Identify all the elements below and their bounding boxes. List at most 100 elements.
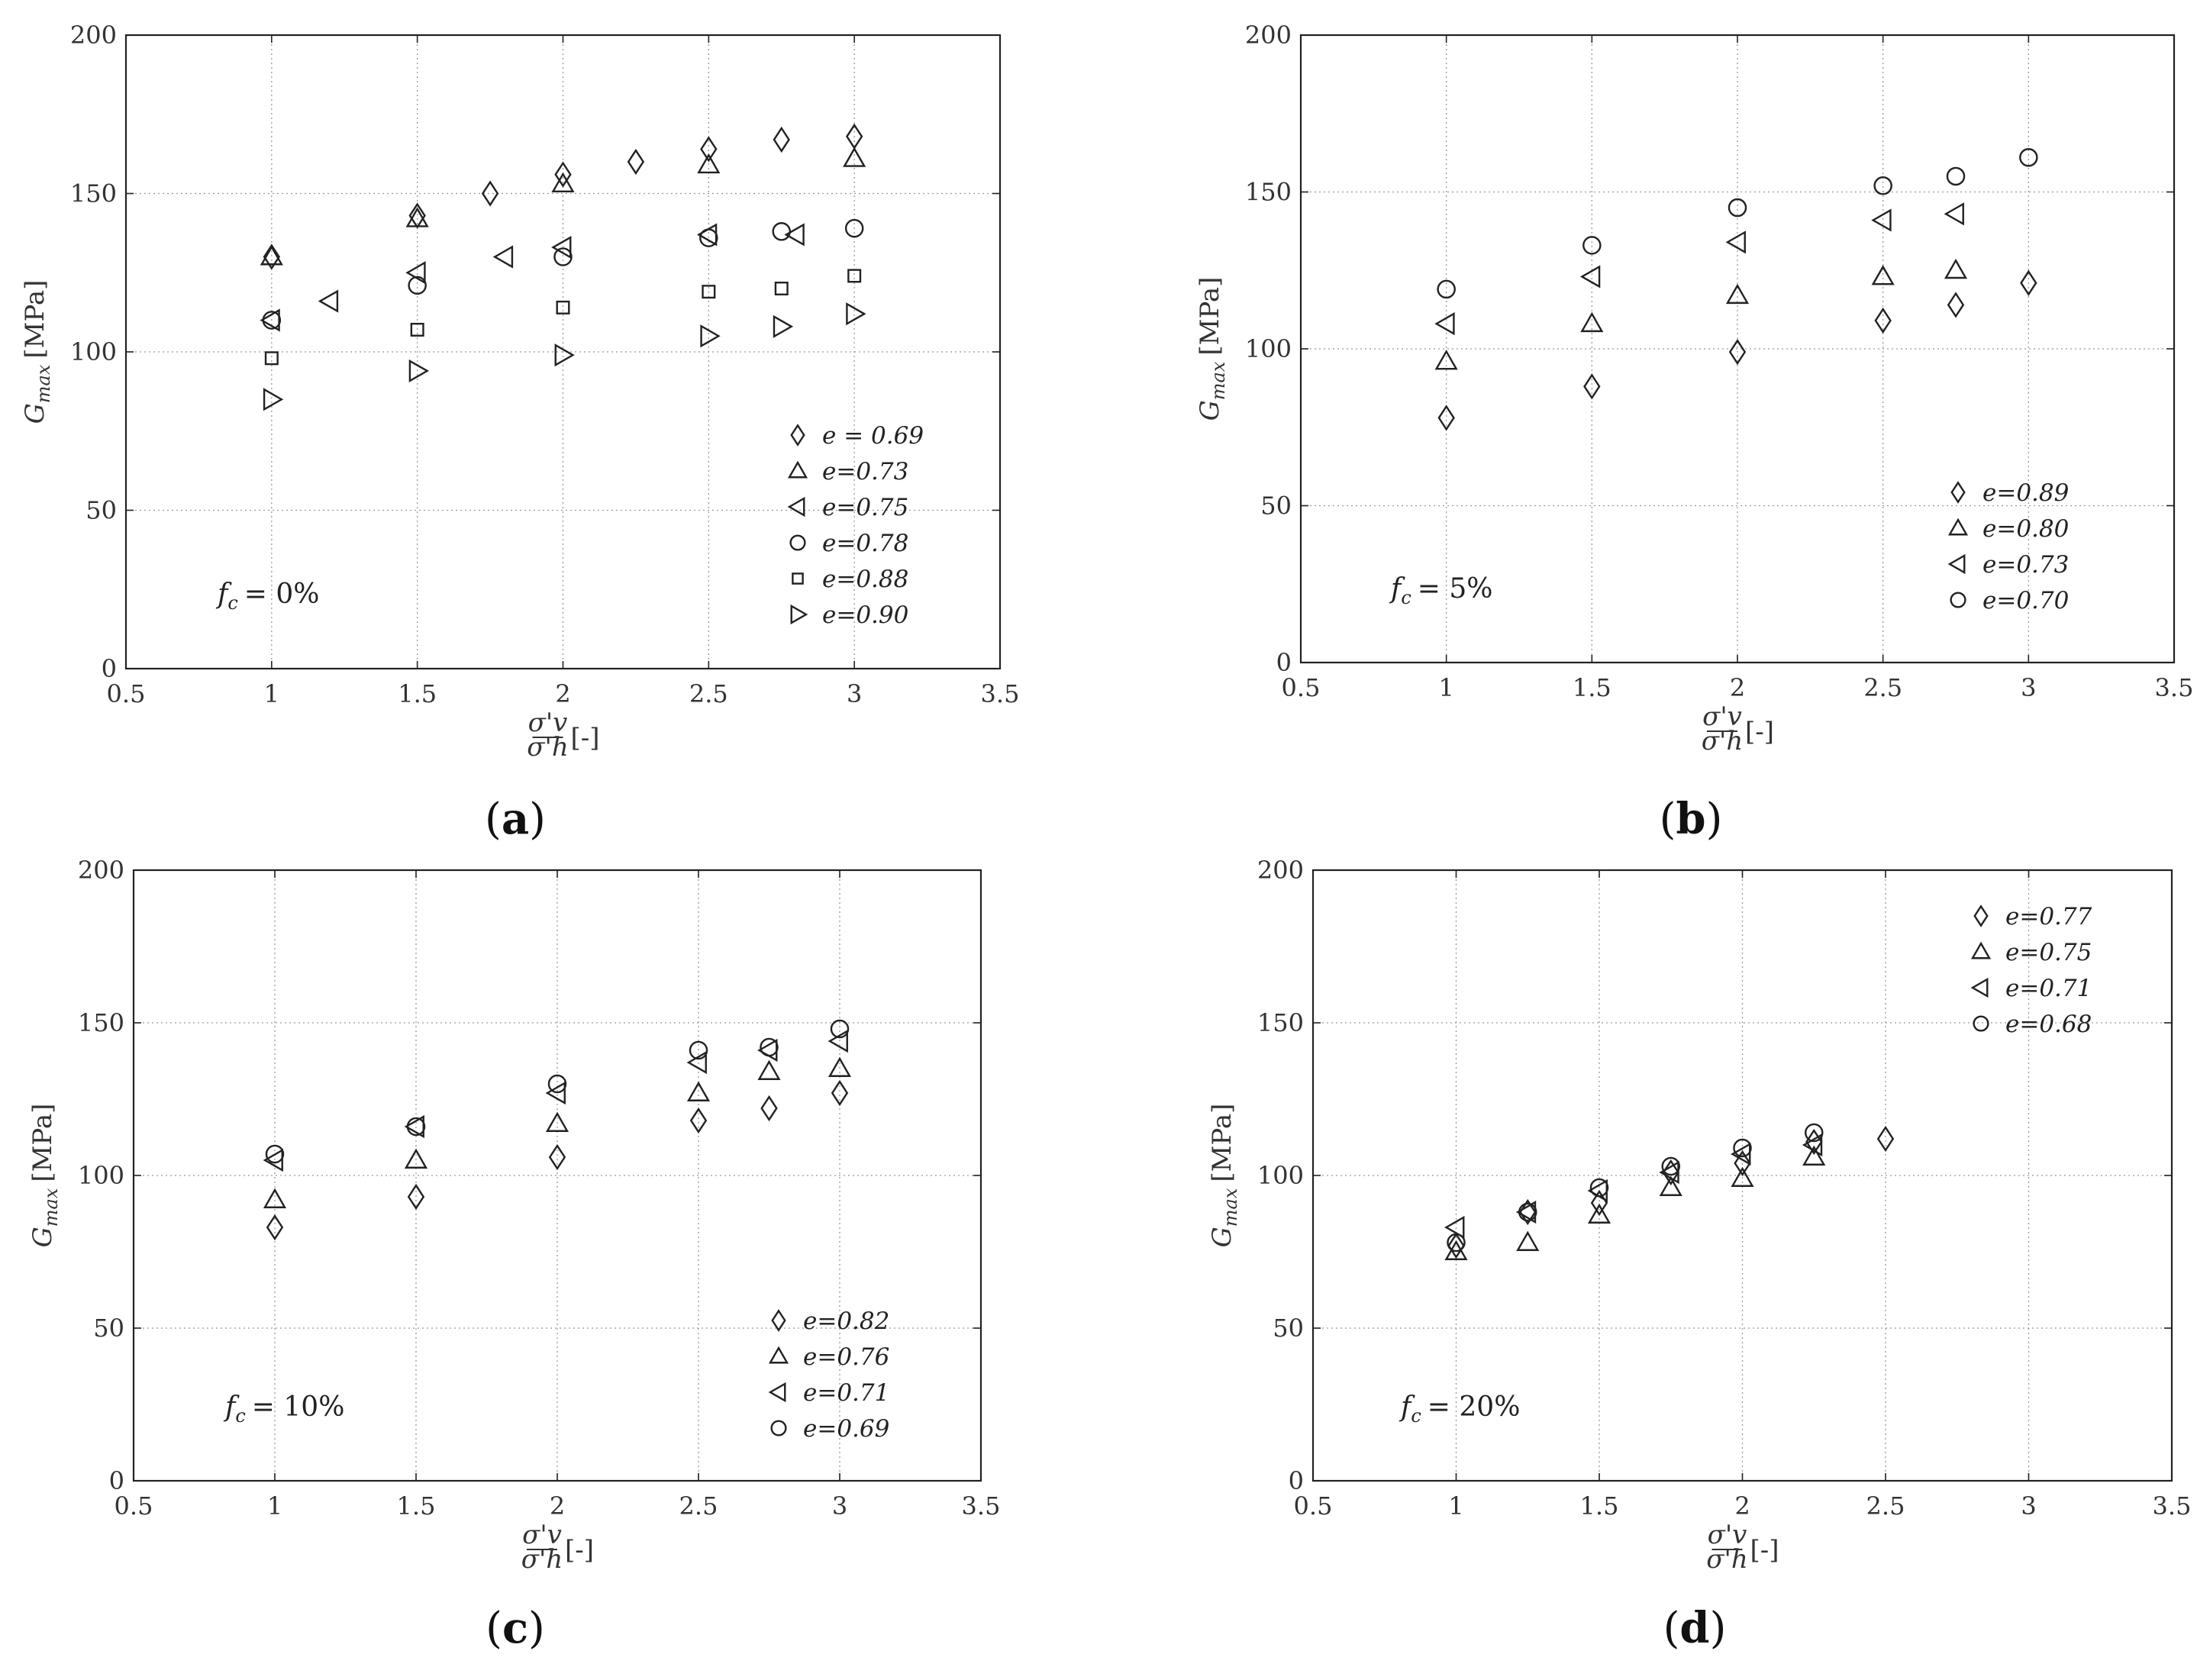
data-point-circle — [1582, 236, 1602, 255]
data-point-triangle-left — [260, 308, 280, 332]
data-point-circle — [1437, 279, 1456, 299]
data-point-triangle-left — [1725, 231, 1746, 254]
legend-label: e=0.88 — [822, 566, 908, 593]
data-point-diamond — [2020, 269, 2037, 296]
data-point-circle — [1946, 166, 1966, 186]
x-tick-label: 1.5 — [397, 1491, 436, 1520]
data-point-circle — [1804, 1123, 1824, 1143]
data-point-triangle-right — [700, 324, 721, 348]
data-point-triangle-left — [1659, 1160, 1679, 1185]
data-point-circle — [406, 1117, 426, 1137]
y-tick-label: 50 — [93, 1314, 124, 1343]
data-point-diamond — [481, 180, 499, 207]
data-point-triangle-left — [1444, 1215, 1465, 1240]
data-point-triangle-right — [263, 388, 284, 411]
data-point-triangle-left — [1944, 202, 1964, 226]
data-point-triangle-up — [545, 1111, 569, 1132]
y-tick-label: 0 — [1289, 1466, 1304, 1495]
x-tick-label: 2 — [1730, 673, 1745, 702]
legend-marker-triangle-left — [787, 496, 805, 518]
caption-c: (c) — [486, 1603, 545, 1653]
x-tick-label: 2.5 — [689, 679, 728, 708]
data-point-triangle-left — [318, 289, 339, 313]
legend-label: e=0.77 — [2005, 903, 2092, 930]
x-axis-unit: [-] — [1750, 1535, 1779, 1566]
x-tick-label: 2 — [555, 679, 570, 708]
y-axis-label: Gmax[MPa] — [1195, 277, 1229, 421]
legend-label: e=0.68 — [2005, 1011, 2092, 1038]
data-point-diamond — [266, 1214, 284, 1241]
x-tick-label: 3.5 — [962, 1491, 1001, 1520]
legend-marker-circle — [770, 1420, 787, 1437]
legend-marker-triangle-up — [1970, 941, 1992, 959]
x-tick-label: 3 — [2021, 673, 2036, 702]
y-tick-label: 200 — [70, 21, 117, 50]
legend-marker-diamond — [1950, 481, 1966, 504]
y-tick-label: 200 — [78, 856, 124, 885]
y-axis-label: Gmax[MPa] — [20, 280, 54, 424]
data-point-triangle-left — [545, 1081, 566, 1105]
data-point-diamond — [1728, 338, 1747, 366]
caption-b: (b) — [1659, 794, 1723, 844]
data-point-triangle-up — [263, 1188, 287, 1208]
data-point-triangle-up — [404, 1148, 428, 1169]
data-point-diamond — [627, 148, 645, 176]
legend-label: e = 0.69 — [822, 422, 924, 450]
data-point-triangle-up — [551, 172, 575, 193]
y-tick-label: 200 — [1245, 21, 1292, 50]
data-point-circle — [772, 222, 792, 241]
data-point-triangle-left — [263, 1148, 283, 1172]
x-axis-label-numerator: σ'v — [522, 1520, 562, 1550]
y-tick-label: 100 — [1245, 334, 1292, 363]
legend-label: e=0.78 — [822, 530, 908, 557]
data-point-square — [847, 269, 862, 283]
chart-b: 0.5 1 1.5 2 2.5 3 3.5 0 50 100 150 200 Gmax[MPa] σ'vσ… — [1195, 21, 2193, 756]
legend-marker-circle — [1950, 592, 1966, 608]
legend-label: e=0.90 — [822, 601, 908, 629]
x-axis-label-denominator: σ'h — [1706, 1544, 1747, 1575]
data-point-triangle-up — [686, 1081, 711, 1101]
data-point-diamond — [773, 126, 790, 153]
legend-marker-diamond — [771, 1309, 786, 1332]
x-axis-label-numerator: σ'v — [1702, 701, 1742, 732]
data-point-diamond — [700, 136, 718, 163]
data-point-triangle-left — [551, 235, 572, 260]
legend-label: e=0.71 — [803, 1379, 889, 1407]
x-tick-label: 1 — [1448, 1491, 1463, 1520]
data-point-diamond — [263, 243, 281, 270]
legend-label: e=0.75 — [822, 494, 908, 521]
data-point-diamond — [760, 1095, 778, 1122]
data-point-diamond — [1805, 1128, 1823, 1156]
legend-marker-triangle-up — [787, 460, 808, 479]
data-point-circle — [844, 218, 864, 238]
legend-marker-triangle-left — [768, 1382, 786, 1403]
x-tick-label: 0.5 — [1294, 1491, 1333, 1520]
data-point-triangle-up — [1802, 1145, 1826, 1166]
legend-label: e=0.76 — [803, 1343, 889, 1371]
legend-label: e=0.82 — [803, 1308, 889, 1335]
data-point-triangle-left — [492, 245, 514, 269]
y-tick-label: 50 — [1273, 1314, 1304, 1343]
y-tick-label: 150 — [1245, 178, 1292, 207]
data-point-triangle-right — [846, 302, 866, 326]
legend-marker-triangle-up — [768, 1346, 789, 1364]
data-point-circle — [1873, 176, 1892, 195]
data-point-triangle-up — [828, 1056, 852, 1077]
data-point-triangle-up — [1944, 258, 1968, 279]
caption-d: (d) — [1663, 1603, 1727, 1653]
data-point-diamond — [548, 1143, 566, 1171]
caption-a: (a) — [484, 794, 546, 844]
legend-marker-triangle-up — [1947, 518, 1969, 536]
data-point-triangle-left — [1434, 312, 1455, 336]
data-point-diamond — [407, 1183, 425, 1211]
data-point-diamond — [1447, 1232, 1465, 1259]
x-tick-label: 3.5 — [981, 679, 1020, 708]
data-point-diamond — [1947, 292, 1965, 318]
legend-label: e=0.69 — [803, 1415, 889, 1443]
data-point-circle — [689, 1040, 708, 1060]
data-point-triangle-left — [1515, 1200, 1537, 1224]
data-point-triangle-up — [1434, 350, 1458, 370]
data-point-circle — [408, 276, 427, 295]
data-point-circle — [760, 1037, 779, 1057]
